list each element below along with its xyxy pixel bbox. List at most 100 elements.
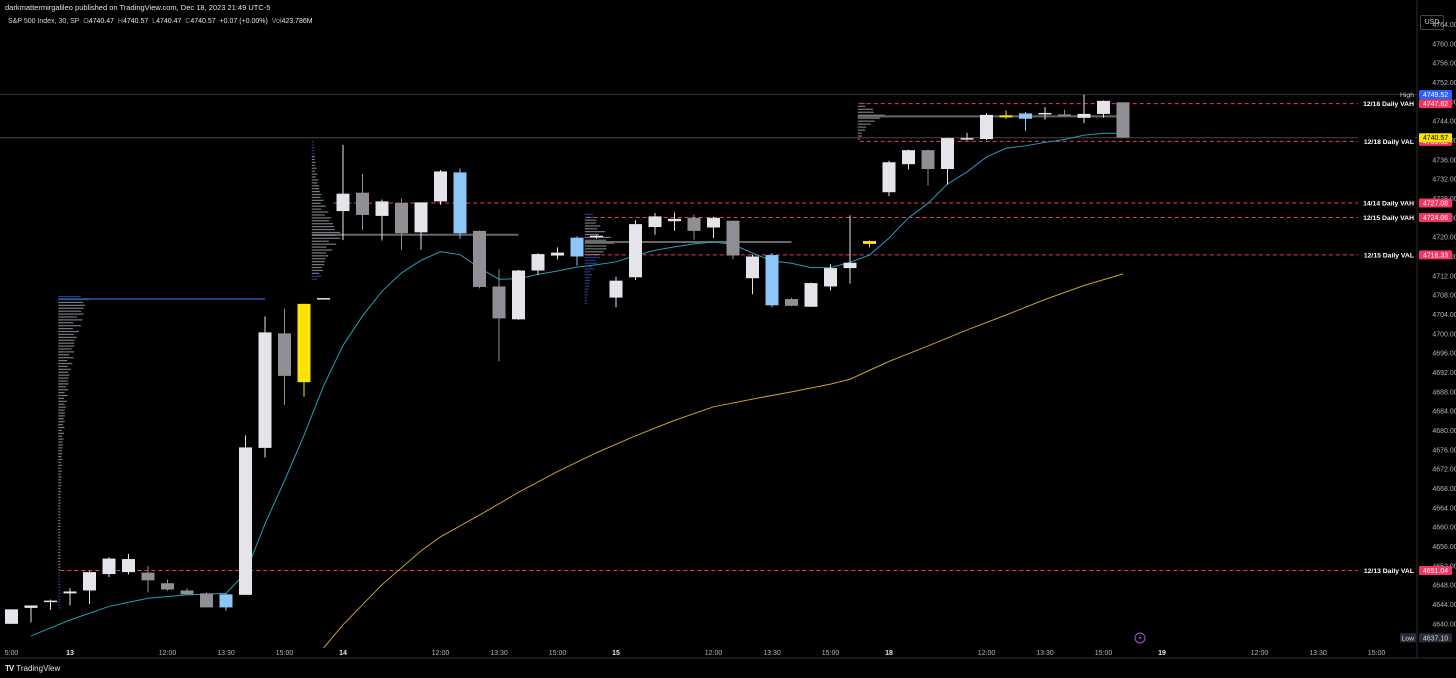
candle-body (726, 220, 740, 256)
low-value: 4740.47 (156, 18, 182, 25)
volume-profile-bar (58, 397, 65, 400)
volume-profile-bar (58, 493, 61, 496)
candle-body (590, 235, 603, 238)
volume-profile-bar (584, 288, 589, 290)
candle (843, 215, 857, 284)
volume-profile-bar (58, 554, 61, 557)
candle-body (980, 114, 993, 140)
volume-profile-bar (58, 307, 84, 309)
price-tick-label: 4736.00 (1432, 157, 1456, 164)
last-price-badge-text: 4740.57 (1423, 135, 1448, 142)
volume-profile-bar (58, 362, 73, 365)
candle (726, 220, 740, 260)
ohlc-legend[interactable]: S&P 500 Index, 30, SP O4740.47 H4740.57 … (8, 18, 313, 25)
volume-profile-bar (311, 272, 320, 274)
candle-body (863, 241, 876, 244)
candle (512, 270, 525, 320)
candle-body (1058, 114, 1071, 116)
volume-profile-bar (584, 233, 599, 236)
volume-profile-0 (58, 296, 265, 609)
volume-profile-bar (58, 418, 64, 420)
volume-profile-bar (857, 138, 860, 140)
candle-body (687, 217, 701, 231)
volume-profile-bar (584, 225, 601, 227)
volume-profile-bar (311, 278, 318, 280)
level-price-badge-text: 4739.82 (1423, 139, 1448, 146)
volume-profile-bar (58, 490, 61, 493)
time-tick-label: 12:00 (978, 650, 996, 657)
volume-profile-bar (58, 578, 61, 580)
candle (336, 144, 350, 241)
volume-profile-bar (584, 236, 611, 238)
candle-body (531, 254, 545, 271)
volume-profile-bar (58, 505, 61, 507)
candle (707, 216, 720, 239)
volume-profile-bar (58, 409, 65, 411)
volume-profile-bar (311, 205, 326, 207)
candle-body (1077, 113, 1091, 118)
symbol-label[interactable]: S&P 500 Index, 30, SP (8, 18, 80, 25)
candle (1038, 107, 1052, 120)
volume-profile-bar (58, 584, 61, 586)
price-tick-label: 4700.00 (1432, 331, 1456, 338)
time-tick-label: 15 (612, 650, 620, 657)
level-label-bg (1358, 250, 1415, 260)
time-tick-label: 15:00 (822, 650, 840, 657)
candle (200, 592, 213, 608)
volume-profile-bar (311, 158, 315, 161)
volume-profile-bar (311, 237, 341, 239)
volume-profile-bar (584, 294, 588, 296)
volume-profile-bar (58, 540, 61, 542)
price-tick-label: 4756.00 (1432, 61, 1456, 68)
volume-profile-bar (311, 255, 329, 257)
candle-body (375, 201, 389, 216)
level-price-badge-text: 4724.06 (1423, 215, 1448, 222)
candle-body (102, 558, 116, 575)
volume-profile-bar (584, 285, 589, 287)
candle (1116, 102, 1130, 139)
volume-profile-bar (58, 412, 65, 414)
volume-profile-bar (311, 153, 315, 155)
volume-profile-bar (58, 424, 63, 426)
ema-fast-line (30, 132, 1123, 637)
volume-profile-bar (58, 552, 61, 554)
volume-profile-bar (311, 170, 316, 172)
candle-body (1019, 113, 1032, 119)
candle (804, 282, 818, 307)
level-label-bg (1358, 198, 1415, 208)
candle (219, 593, 233, 611)
level-label: 14/14 Daily VAH (1363, 200, 1414, 207)
currency-button[interactable]: USD (1420, 15, 1444, 30)
volume-profile-bar (58, 458, 63, 461)
candle-body (629, 224, 642, 278)
price-tick-label: 4640.00 (1432, 621, 1456, 628)
volume-profile-bar (58, 563, 61, 565)
tradingview-brand[interactable]: TV TradingView (5, 664, 60, 673)
low-label: Low (1402, 635, 1415, 642)
candle (980, 113, 993, 141)
volume-profile-bar (58, 328, 73, 330)
volume-profile-bar (58, 345, 75, 347)
volume-profile-bar (58, 365, 68, 368)
price-tick-label: 4692.00 (1432, 370, 1456, 377)
candle-body (960, 138, 974, 140)
volume-profile-bar (58, 476, 62, 478)
candle-body (941, 138, 954, 170)
level-price-badge: 4747.62 (1419, 99, 1452, 109)
high-label: High (1400, 92, 1414, 99)
volume-profile-bar (311, 141, 314, 143)
time-tick-label: 12:00 (1251, 650, 1269, 657)
candle (161, 579, 174, 591)
volume-profile-bar (58, 604, 61, 606)
volume-profile-bar (311, 173, 318, 175)
candle (629, 220, 642, 280)
volume-profile-bar (311, 150, 315, 152)
volume-value: 423.786M (281, 18, 313, 25)
level-price-badge: 4727.08 (1419, 198, 1452, 208)
volume-profile-bar (311, 164, 315, 166)
price-tick-label: 4720.00 (1432, 235, 1456, 242)
candle (258, 316, 272, 458)
candle (278, 308, 291, 405)
volume-profile-bar (311, 240, 329, 242)
